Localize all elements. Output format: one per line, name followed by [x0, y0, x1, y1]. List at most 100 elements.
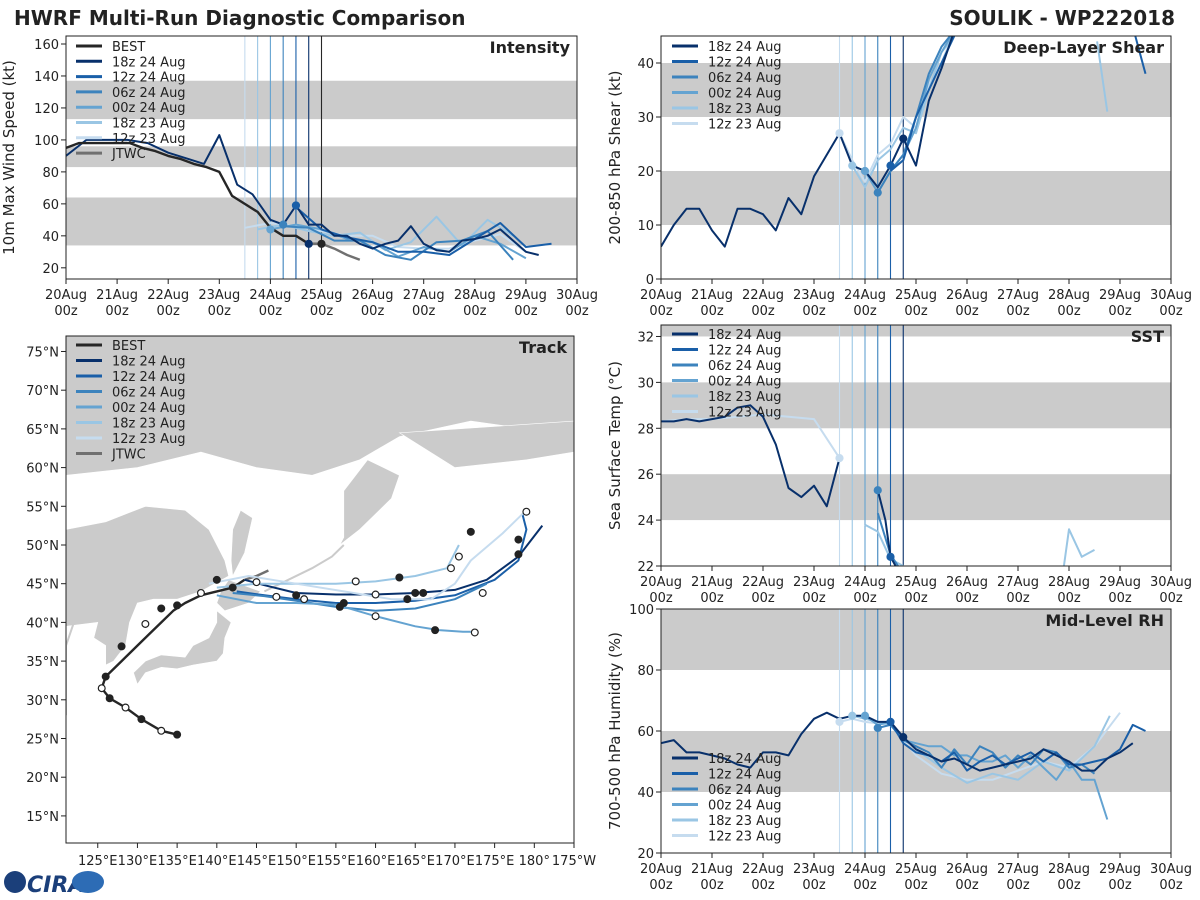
intensity-xtick-date-7: 27Aug	[403, 288, 445, 303]
intensity-ytick-label-1: 40	[42, 230, 59, 245]
land-polygon-6	[339, 459, 400, 546]
intensity-series-18z-24-aug	[66, 134, 539, 256]
storm-name: SOULIK - WP222018	[949, 6, 1175, 30]
land-polygon-0	[66, 336, 574, 476]
track-ytick-label-3: 30°N	[26, 694, 59, 709]
intensity-legend-label-18z-24-aug: 18z 24 Aug	[112, 55, 186, 70]
shear-ytick-label-0: 0	[646, 273, 654, 288]
intensity-xtick-date-8: 28Aug	[454, 288, 496, 303]
sst-marker-1	[873, 486, 882, 495]
rh-marker-3	[873, 723, 882, 733]
shear-ylabel: 200-850 hPa Shear (kt)	[606, 71, 624, 245]
intensity-legend-label-jtwc: JTWC	[111, 147, 146, 162]
track-xtick-label-1: 130°E	[118, 854, 158, 869]
shear-xtick-date-0: 20Aug	[640, 288, 682, 303]
sst-ytick-label-5: 32	[637, 330, 654, 345]
track-xtick-label-10: 175°E	[475, 854, 515, 869]
shear-ytick-label-3: 30	[637, 111, 654, 126]
sst-xtick-date-3: 23Aug	[793, 575, 835, 590]
track-legend-label-00z-24-aug: 00z 24 Aug	[112, 401, 186, 416]
shear-ytick-label-2: 20	[637, 165, 654, 180]
intensity-ytick-label-3: 80	[42, 166, 59, 181]
rh-ytick-label-2: 60	[637, 725, 654, 740]
shear-series-18z-24-aug	[661, 36, 954, 248]
sst-legend-label-12z-23-aug: 12z 23 Aug	[708, 406, 782, 421]
sst-band-2	[661, 325, 1171, 337]
sst-xtick-date-6: 26Aug	[946, 575, 988, 590]
sst-legend-label-18z-24-aug: 18z 24 Aug	[708, 328, 782, 343]
track-marker-23	[335, 602, 344, 611]
track-marker-34	[522, 507, 531, 516]
track-ytick-label-12: 75°N	[26, 345, 59, 360]
shear-marker-5	[899, 134, 908, 143]
sst-marker-2	[886, 552, 895, 561]
intensity-xtick-hour-7: 00z	[412, 304, 436, 319]
track-series-12z-24-aug	[236, 513, 528, 604]
shear-xtick-date-6: 26Aug	[946, 288, 988, 303]
track-series-18z-24-aug	[244, 524, 544, 596]
intensity-xtick-date-9: 29Aug	[505, 288, 547, 303]
shear-xtick-date-3: 23Aug	[793, 288, 835, 303]
sst-xtick-hour-3: 00z	[802, 591, 826, 606]
intensity-xtick-hour-10: 00z	[565, 304, 589, 319]
track-marker-6	[101, 672, 110, 681]
rh-xtick-date-5: 25Aug	[895, 862, 937, 877]
rh-xtick-hour-9: 00z	[1108, 878, 1132, 893]
rh-marker-0	[835, 717, 844, 726]
track-marker-5	[97, 684, 106, 693]
track-legend-label-12z-24-aug: 12z 24 Aug	[112, 370, 186, 385]
track-marker-2	[137, 715, 146, 724]
sst-series-18z-23-aug	[1062, 528, 1095, 566]
rh-series-18z-24-aug	[661, 711, 1134, 772]
figure-title: HWRF Multi-Run Diagnostic Comparison	[14, 6, 465, 30]
rh-xtick-hour-5: 00z	[904, 878, 928, 893]
track-ytick-label-7: 50°N	[26, 539, 59, 554]
intensity-ytick-label-7: 160	[34, 38, 59, 53]
rh-xtick-date-1: 21Aug	[691, 862, 733, 877]
shear-legend-label-18z-23-aug: 18z 23 Aug	[708, 102, 782, 117]
shear-xtick-date-8: 28Aug	[1048, 288, 1090, 303]
sst-band-0	[661, 474, 1171, 521]
shear-xtick-hour-0: 00z	[649, 304, 673, 319]
rh-ytick-label-0: 20	[637, 847, 654, 862]
rh-xtick-date-4: 24Aug	[844, 862, 886, 877]
track-ytick-label-9: 60°N	[26, 462, 59, 477]
sst-xtick-date-7: 27Aug	[997, 575, 1039, 590]
track-series-best	[100, 578, 246, 736]
sst-xtick-hour-10: 00z	[1159, 591, 1183, 606]
rh-xtick-hour-1: 00z	[700, 878, 724, 893]
intensity-ytick-label-4: 100	[34, 134, 59, 149]
track-xtick-label-8: 165°E	[395, 854, 435, 869]
track-marker-4	[105, 694, 114, 703]
track-marker-15	[371, 590, 380, 599]
track-marker-24	[403, 595, 412, 604]
shear-marker-1	[848, 161, 857, 170]
track-ytick-label-10: 65°N	[26, 423, 59, 438]
track-panel-title: Track	[519, 338, 567, 357]
sst-xtick-hour-5: 00z	[904, 591, 928, 606]
intensity-plot-area	[66, 36, 577, 279]
intensity-marker-0	[304, 239, 313, 248]
sst-xtick-hour-4: 00z	[853, 591, 877, 606]
sst-plot-area	[661, 325, 1171, 566]
track-marker-12	[212, 575, 221, 584]
intensity-xtick-date-10: 30Aug	[556, 288, 598, 303]
track-ytick-label-4: 35°N	[26, 655, 59, 670]
rh-xtick-hour-0: 00z	[649, 878, 673, 893]
intensity-xtick-hour-6: 00z	[361, 304, 385, 319]
shear-xtick-date-5: 25Aug	[895, 288, 937, 303]
track-xtick-label-6: 155°E	[316, 854, 356, 869]
rh-xtick-hour-3: 00z	[802, 878, 826, 893]
intensity-legend-label-best: BEST	[112, 40, 145, 55]
intensity-xtick-hour-3: 00z	[208, 304, 232, 319]
intensity-marker-4	[317, 239, 326, 248]
track-ytick-label-0: 15°N	[26, 810, 59, 825]
sst-xtick-hour-7: 00z	[1006, 591, 1030, 606]
rh-marker-5	[899, 732, 908, 742]
sst-xtick-date-10: 30Aug	[1150, 575, 1192, 590]
shear-legend-label-12z-23-aug: 12z 23 Aug	[708, 118, 782, 133]
track-series-jtwc	[244, 569, 269, 581]
rh-legend-label-12z-23-aug: 12z 23 Aug	[708, 830, 782, 845]
rh-xtick-hour-2: 00z	[751, 878, 775, 893]
shear-band-0	[661, 171, 1171, 225]
